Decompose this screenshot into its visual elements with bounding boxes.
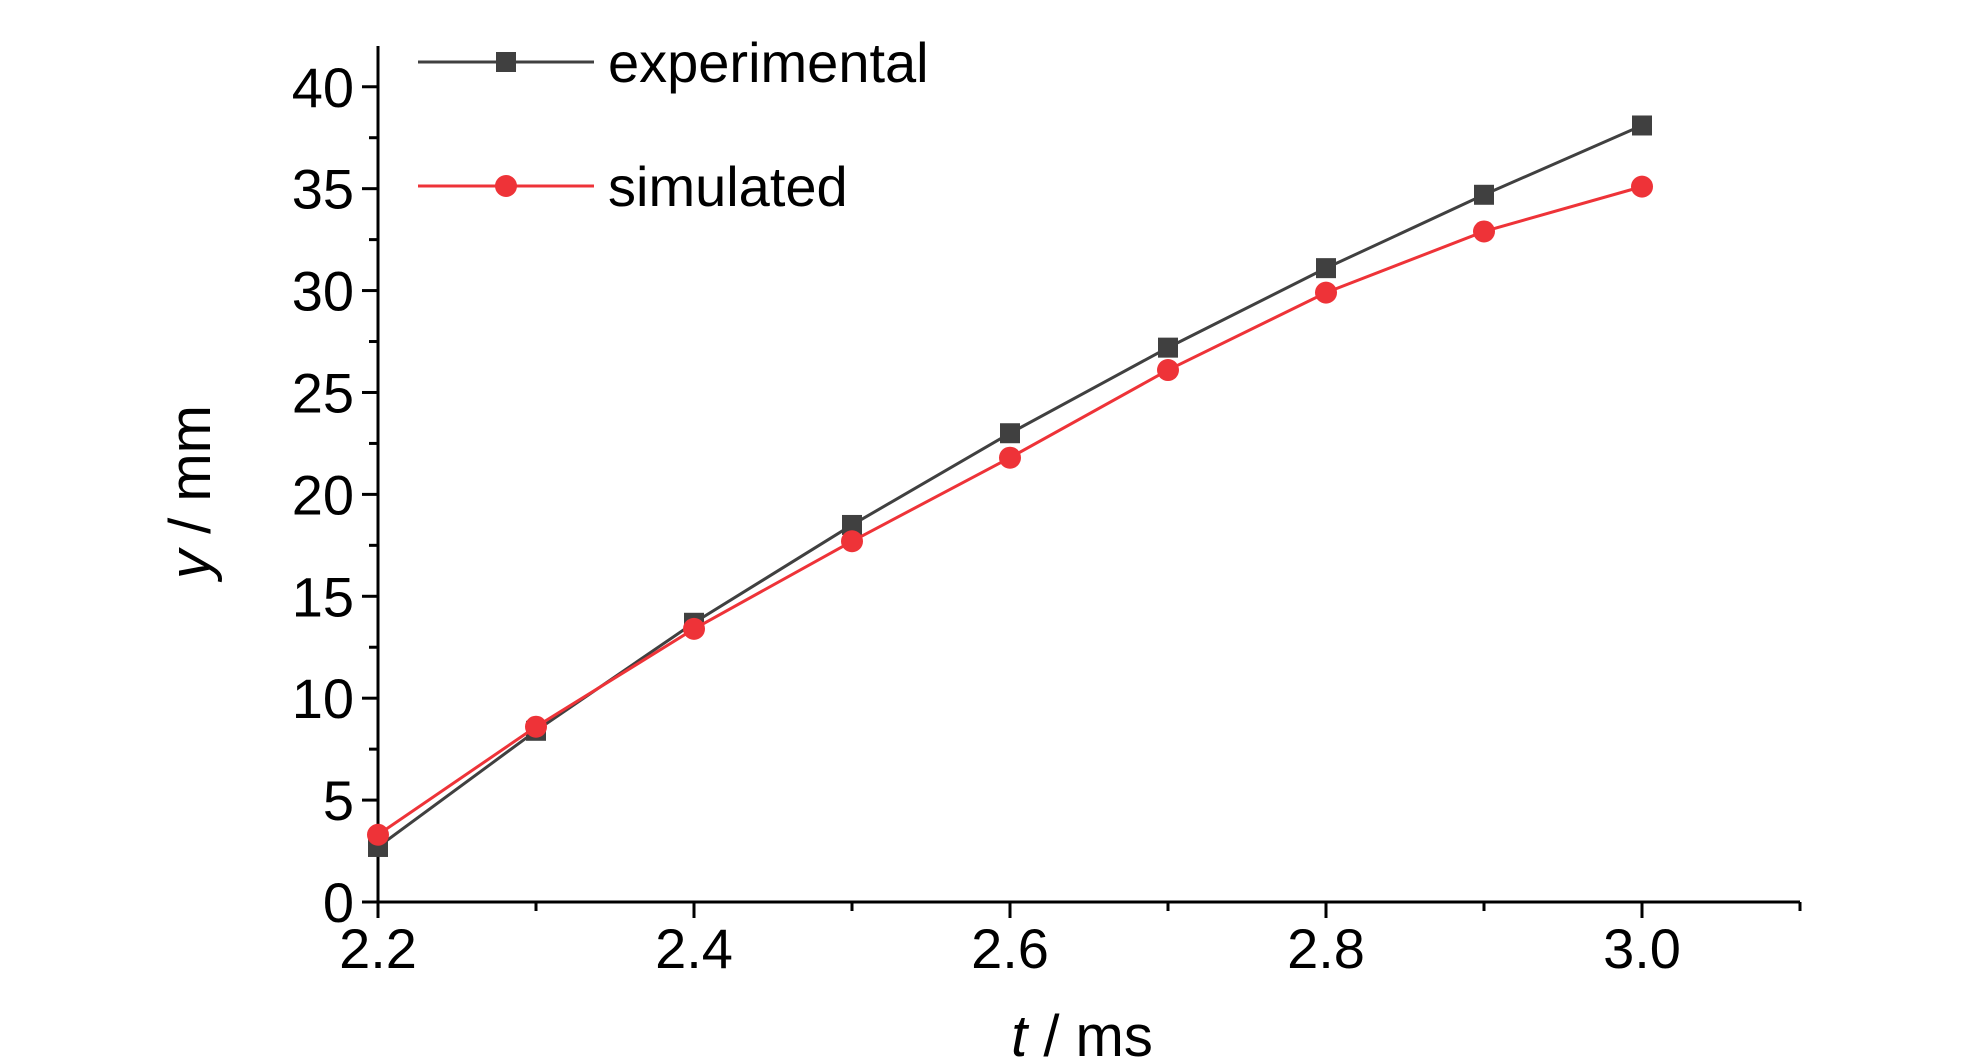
x-tick-label: 3.0 <box>1603 917 1681 980</box>
y-tick-label: 10 <box>292 667 354 730</box>
series-layer <box>367 115 1653 857</box>
series-experimental <box>368 115 1652 857</box>
data-point <box>842 514 862 535</box>
data-point <box>525 715 547 738</box>
legend-item-experimental: experimental <box>418 31 929 94</box>
data-point <box>1000 423 1020 444</box>
series-line-experimental <box>377 124 1643 849</box>
x-axis-unit: / ms <box>1027 1004 1153 1063</box>
data-point <box>1157 359 1179 382</box>
data-point <box>1316 258 1336 279</box>
y-tick-label: 30 <box>292 260 354 323</box>
data-point <box>1631 175 1653 198</box>
y-tick-label: 15 <box>292 565 354 628</box>
x-tick-label: 2.2 <box>339 917 417 980</box>
data-point <box>683 617 705 640</box>
series-line-simulated <box>377 185 1643 836</box>
data-point <box>841 530 863 553</box>
data-point <box>1473 220 1495 243</box>
y-tick-label: 20 <box>292 463 354 526</box>
legend-label: simulated <box>608 155 848 218</box>
y-tick-label: 25 <box>292 361 354 424</box>
legend: experimental simulated <box>418 31 929 218</box>
legend-item-simulated: simulated <box>418 155 848 218</box>
axes: 2.2 2.4 2.6 2.8 3.0 0 5 10 15 20 25 30 35 40 <box>292 46 1802 980</box>
data-point <box>1474 184 1494 205</box>
series-simulated <box>367 175 1653 846</box>
y-tick-label: 5 <box>323 769 354 832</box>
legend-marker <box>496 52 516 72</box>
y-axis-title: y / mm <box>158 405 223 583</box>
y-tick-label: 40 <box>292 56 354 119</box>
data-point <box>367 823 389 846</box>
data-point <box>1632 115 1652 136</box>
y-tick-label: 35 <box>292 158 354 221</box>
x-tick-label: 2.6 <box>971 917 1049 980</box>
data-point <box>1158 337 1178 358</box>
x-axis-title: t / ms <box>1011 1004 1153 1063</box>
x-tick-label: 2.8 <box>1287 917 1365 980</box>
y-axis-unit: / mm <box>158 405 223 550</box>
legend-label: experimental <box>608 31 929 94</box>
legend-marker <box>495 175 517 197</box>
data-point <box>1315 281 1337 304</box>
y-tick-label: 0 <box>323 871 354 934</box>
x-axis-symbol: t <box>1011 1004 1030 1063</box>
y-axis-symbol: y <box>158 547 223 583</box>
x-tick-label: 2.4 <box>655 917 733 980</box>
data-point <box>999 446 1021 469</box>
